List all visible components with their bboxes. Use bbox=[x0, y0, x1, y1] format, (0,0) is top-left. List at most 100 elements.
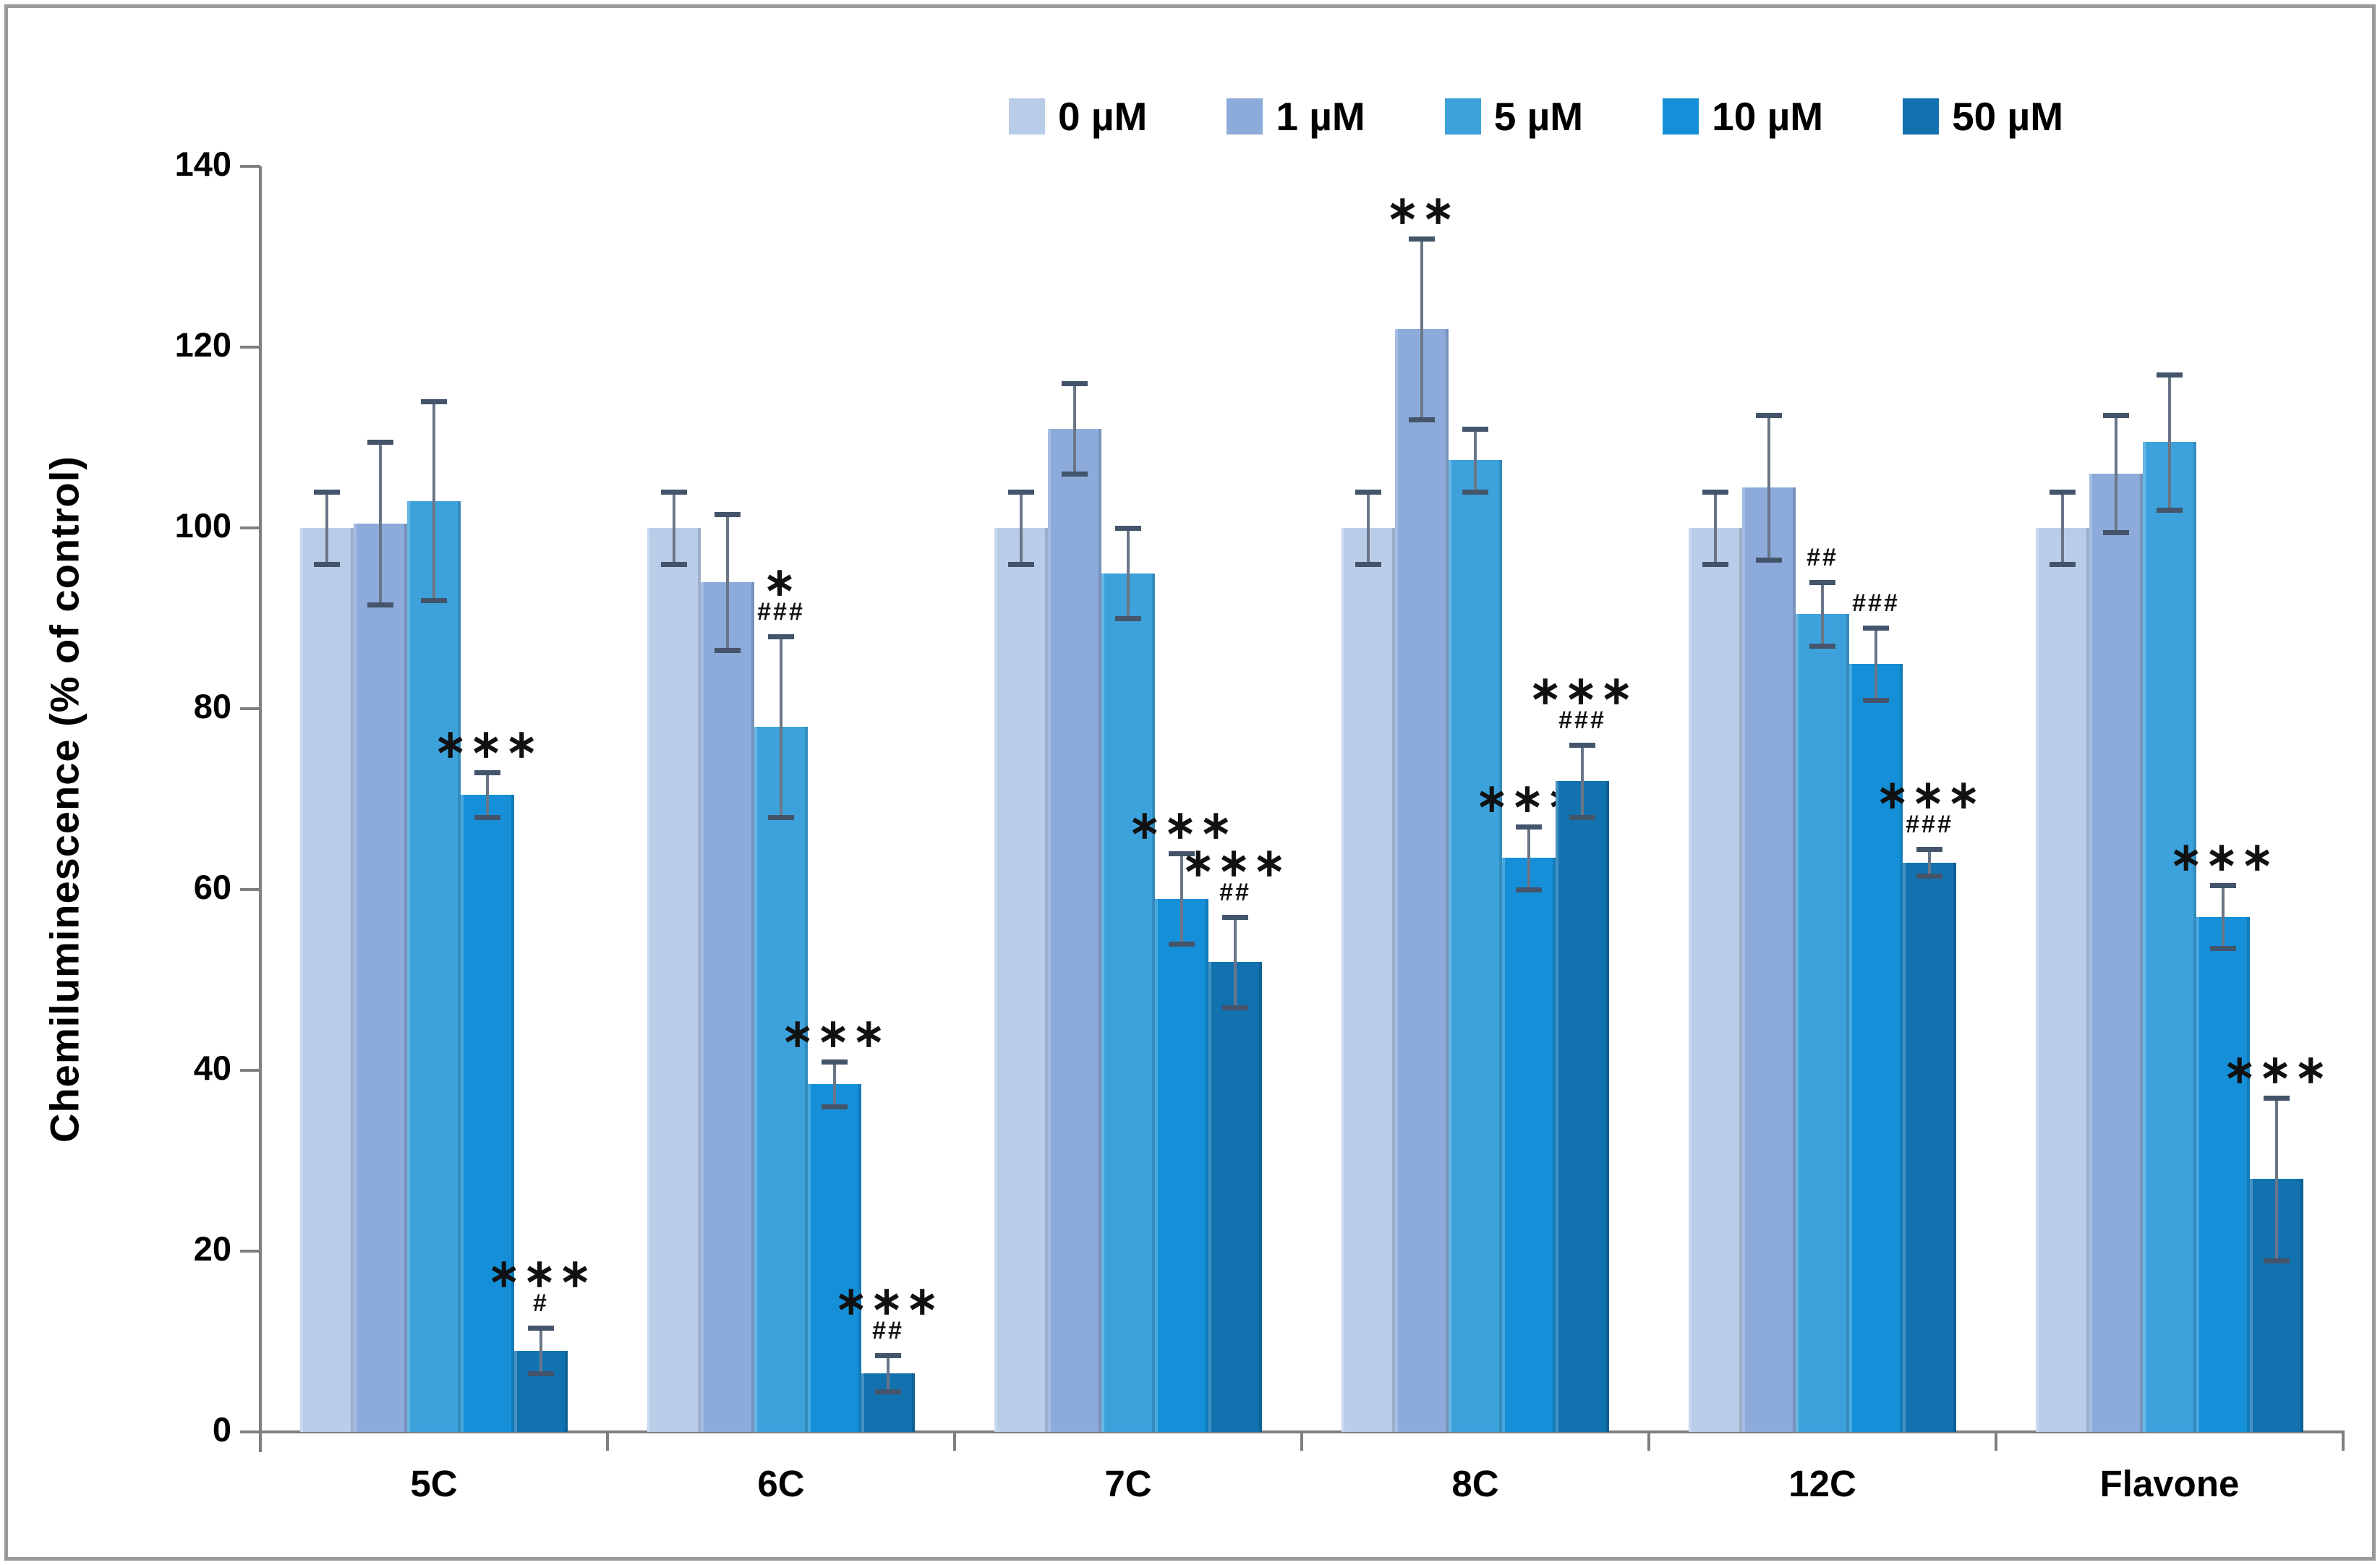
y-tick-label: 40 bbox=[193, 1049, 231, 1087]
x-category-label: 8C bbox=[1451, 1463, 1499, 1504]
error-bar-cap-top bbox=[528, 1326, 554, 1331]
significance-hashes: ## bbox=[872, 1316, 904, 1344]
error-bar-line bbox=[1073, 383, 1076, 474]
error-bar-line bbox=[325, 492, 328, 564]
error-bar-cap-bottom bbox=[1809, 643, 1835, 649]
significance-annotation: ∗∗∗ ## bbox=[1141, 843, 1329, 905]
significance-annotation: ∗∗∗ bbox=[393, 722, 581, 766]
y-tick-label: 20 bbox=[193, 1229, 231, 1268]
bar bbox=[354, 523, 407, 1432]
error-bar-line bbox=[1180, 853, 1183, 944]
error-bar-line bbox=[2275, 1097, 2278, 1261]
error-bar-cap-top bbox=[768, 634, 794, 639]
x-tick-mark bbox=[606, 1432, 609, 1451]
error-bar-cap-top bbox=[1462, 426, 1488, 432]
error-bar-cap-bottom bbox=[421, 598, 447, 603]
error-bar-line bbox=[1581, 745, 1584, 817]
significance-stars: ∗∗∗ bbox=[2223, 1047, 2330, 1091]
bar bbox=[647, 528, 701, 1432]
bar bbox=[1342, 528, 1395, 1432]
y-axis-title: Chemiluminescence (% of control) bbox=[41, 456, 88, 1143]
significance-annotation: ∗∗∗ bbox=[1088, 806, 1276, 845]
error-bar-cap-top bbox=[715, 512, 741, 518]
error-bar-cap-bottom bbox=[474, 815, 500, 820]
error-bar-cap-bottom bbox=[661, 562, 687, 567]
significance-annotation: ∗∗∗ ## bbox=[794, 1282, 982, 1344]
error-bar-cap-bottom bbox=[875, 1389, 901, 1394]
error-bar-cap-bottom bbox=[822, 1104, 848, 1109]
error-bar-line bbox=[1928, 848, 1931, 877]
bar bbox=[701, 582, 754, 1432]
error-bar-cap-bottom bbox=[314, 562, 340, 567]
significance-stars: ∗∗∗ bbox=[2170, 835, 2277, 879]
significance-annotation: ∗∗∗ bbox=[741, 1011, 929, 1055]
significance-stars: ∗∗ bbox=[1386, 189, 1458, 232]
bar bbox=[1502, 858, 1556, 1432]
significance-annotation: ∗∗∗ ### bbox=[1835, 775, 2023, 838]
legend-item: 5 µM bbox=[1444, 93, 1583, 140]
error-bar-line bbox=[1234, 916, 1237, 1007]
x-category-label: Flavone bbox=[2099, 1463, 2240, 1504]
significance-hashes: # bbox=[533, 1289, 549, 1318]
x-category-label: 7C bbox=[1104, 1463, 1152, 1504]
error-bar-cap-bottom bbox=[1169, 942, 1195, 947]
significance-annotation: ∗∗∗ bbox=[2183, 1047, 2371, 1091]
error-bar-cap-bottom bbox=[1756, 557, 1782, 563]
legend: 0 µM 1 µM 5 µM 10 µM 50 µM bbox=[1009, 93, 2063, 140]
y-tick-mark bbox=[240, 346, 260, 349]
error-bar-cap-top bbox=[661, 490, 687, 495]
error-bar-line bbox=[1767, 414, 1770, 560]
x-tick-mark bbox=[1995, 1432, 1997, 1451]
y-tick-mark bbox=[240, 526, 260, 529]
error-bar-cap-bottom bbox=[2050, 562, 2076, 567]
x-tick-mark bbox=[953, 1432, 956, 1451]
legend-swatch-icon bbox=[1903, 98, 1940, 135]
significance-annotation: ∗∗∗ # bbox=[447, 1254, 635, 1318]
error-bar-cap-top bbox=[1809, 580, 1835, 585]
error-bar-cap-top bbox=[1409, 236, 1435, 242]
x-category-label: 12C bbox=[1788, 1463, 1856, 1504]
error-bar-line bbox=[1527, 826, 1530, 890]
bar bbox=[1449, 460, 1502, 1432]
bar bbox=[1556, 781, 1609, 1432]
legend-swatch-icon bbox=[1227, 98, 1263, 135]
y-tick-mark bbox=[240, 1250, 260, 1253]
error-bar-line bbox=[726, 514, 729, 650]
legend-item: 10 µM bbox=[1663, 93, 1823, 140]
bar bbox=[1849, 663, 1903, 1432]
significance-stars: ∗∗∗ bbox=[781, 1011, 888, 1055]
error-bar-cap-top bbox=[1222, 914, 1248, 920]
error-bar-cap-top bbox=[822, 1059, 848, 1065]
error-bar-cap-top bbox=[1916, 846, 1942, 852]
legend-label: 0 µM bbox=[1058, 94, 1148, 139]
x-tick-mark bbox=[259, 1432, 262, 1451]
y-tick-label: 100 bbox=[174, 506, 231, 545]
significance-stars: ∗∗∗ bbox=[434, 722, 541, 766]
legend-item: 0 µM bbox=[1009, 93, 1147, 140]
error-bar-cap-top bbox=[1863, 625, 1889, 631]
error-bar-line bbox=[887, 1355, 890, 1391]
y-tick-label: 80 bbox=[193, 687, 231, 725]
error-bar-cap-top bbox=[1569, 743, 1595, 748]
error-bar-line bbox=[432, 401, 435, 600]
bar bbox=[2089, 474, 2143, 1432]
bar bbox=[1395, 329, 1449, 1432]
significance-hashes: ### bbox=[1906, 810, 1953, 838]
error-bar-cap-top bbox=[2157, 372, 2183, 378]
y-tick-mark bbox=[240, 165, 260, 168]
significance-annotation: ∗ ### bbox=[687, 560, 875, 625]
error-bar-cap-bottom bbox=[2210, 946, 2236, 952]
error-bar-cap-top bbox=[2264, 1095, 2290, 1101]
bar bbox=[2196, 916, 2250, 1432]
error-bar-cap-bottom bbox=[2157, 508, 2183, 513]
error-bar-cap-bottom bbox=[1008, 562, 1034, 567]
error-bar-cap-top bbox=[1062, 381, 1088, 386]
y-tick-mark bbox=[240, 888, 260, 891]
error-bar-line bbox=[1420, 239, 1423, 419]
error-bar-cap-bottom bbox=[1462, 490, 1488, 495]
bar bbox=[1689, 528, 1742, 1432]
significance-annotation: ## bbox=[1728, 545, 1916, 571]
significance-stars: ∗ bbox=[763, 560, 799, 604]
error-bar-cap-top bbox=[314, 490, 340, 495]
error-bar-cap-top bbox=[2050, 490, 2076, 495]
